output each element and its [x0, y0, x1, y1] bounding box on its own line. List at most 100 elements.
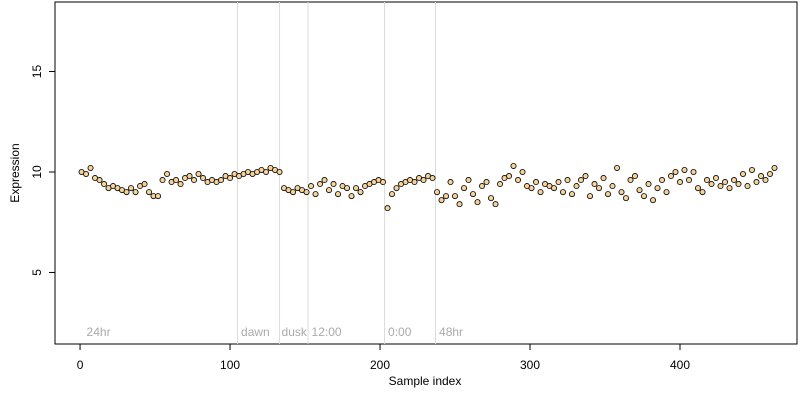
data-point: [411, 179, 418, 186]
data-point: [600, 175, 607, 182]
data-point: [348, 193, 355, 200]
data-point: [357, 189, 364, 196]
data-point: [645, 181, 652, 188]
data-point: [758, 173, 765, 180]
data-point: [708, 181, 715, 188]
data-point: [429, 175, 436, 182]
data-point: [164, 171, 171, 178]
data-point: [641, 193, 648, 200]
data-point: [717, 183, 724, 190]
data-point: [474, 199, 481, 206]
data-point: [335, 191, 342, 198]
data-point: [767, 171, 774, 178]
data-point: [650, 197, 657, 204]
data-point: [528, 185, 535, 192]
annotation: 48hr: [439, 325, 463, 339]
y-tick-label: 10: [30, 165, 44, 179]
data-point: [83, 171, 90, 178]
data-point: [303, 189, 310, 196]
data-point: [713, 175, 720, 182]
data-point: [749, 166, 756, 173]
data-point: [326, 187, 333, 194]
data-point: [663, 189, 670, 196]
data-point: [321, 177, 328, 184]
data-point: [380, 179, 387, 186]
data-point: [456, 201, 463, 208]
y-axis-label: Expression: [8, 143, 22, 202]
data-point: [627, 177, 634, 184]
annotation: dusk: [282, 325, 308, 339]
data-point: [146, 189, 153, 196]
data-point: [560, 189, 567, 196]
data-point: [587, 193, 594, 200]
data-point: [470, 191, 477, 198]
data-point: [690, 168, 697, 175]
data-point: [344, 185, 351, 192]
data-point: [479, 183, 486, 190]
x-tick-label: 100: [220, 358, 240, 372]
data-point: [605, 191, 612, 198]
data-point: [632, 173, 639, 180]
data-point: [308, 183, 315, 190]
data-point: [492, 201, 499, 208]
data-point: [564, 177, 571, 184]
data-point: [96, 177, 103, 184]
data-point: [488, 195, 495, 202]
data-point: [618, 189, 625, 196]
data-point: [740, 171, 747, 178]
data-point: [128, 185, 135, 192]
data-point: [614, 164, 621, 171]
x-tick-label: 200: [370, 358, 390, 372]
data-point: [506, 173, 513, 180]
data-point: [551, 185, 558, 192]
data-point: [132, 189, 139, 196]
x-axis-label: Sample index: [389, 374, 462, 388]
data-point: [771, 164, 778, 171]
data-point: [519, 168, 526, 175]
data-point: [722, 179, 729, 186]
data-point: [101, 181, 108, 188]
data-point: [578, 177, 585, 184]
data-point: [155, 193, 162, 200]
data-point: [452, 193, 459, 200]
data-point: [704, 177, 711, 184]
data-point: [672, 168, 679, 175]
data-point: [573, 183, 580, 190]
data-point: [290, 189, 297, 196]
data-point: [159, 177, 166, 184]
data-point: [186, 173, 193, 180]
data-point: [537, 189, 544, 196]
data-point: [596, 185, 603, 192]
data-point: [438, 197, 445, 204]
data-point: [726, 185, 733, 192]
data-point: [753, 179, 760, 186]
data-point: [483, 179, 490, 186]
data-point: [420, 177, 427, 184]
x-tick-label: 300: [520, 358, 540, 372]
annotation: 24hr: [87, 325, 111, 339]
y-tick-label: 15: [30, 65, 44, 79]
data-point: [227, 175, 234, 182]
data-point: [582, 173, 589, 180]
data-point: [695, 185, 702, 192]
data-point: [533, 179, 540, 186]
data-point: [276, 168, 283, 175]
data-point: [389, 191, 396, 198]
data-point: [636, 187, 643, 194]
data-point: [744, 183, 751, 190]
data-point: [654, 185, 661, 192]
data-point: [312, 191, 319, 198]
data-point: [447, 179, 454, 186]
data-point: [177, 181, 184, 188]
data-point: [461, 185, 468, 192]
data-point: [668, 173, 675, 180]
data-point: [393, 185, 400, 192]
data-point: [555, 179, 562, 186]
data-point: [609, 183, 616, 190]
data-point: [515, 177, 522, 184]
data-point: [623, 195, 630, 202]
data-point: [353, 185, 360, 192]
data-point: [173, 177, 180, 184]
data-point: [731, 177, 738, 184]
